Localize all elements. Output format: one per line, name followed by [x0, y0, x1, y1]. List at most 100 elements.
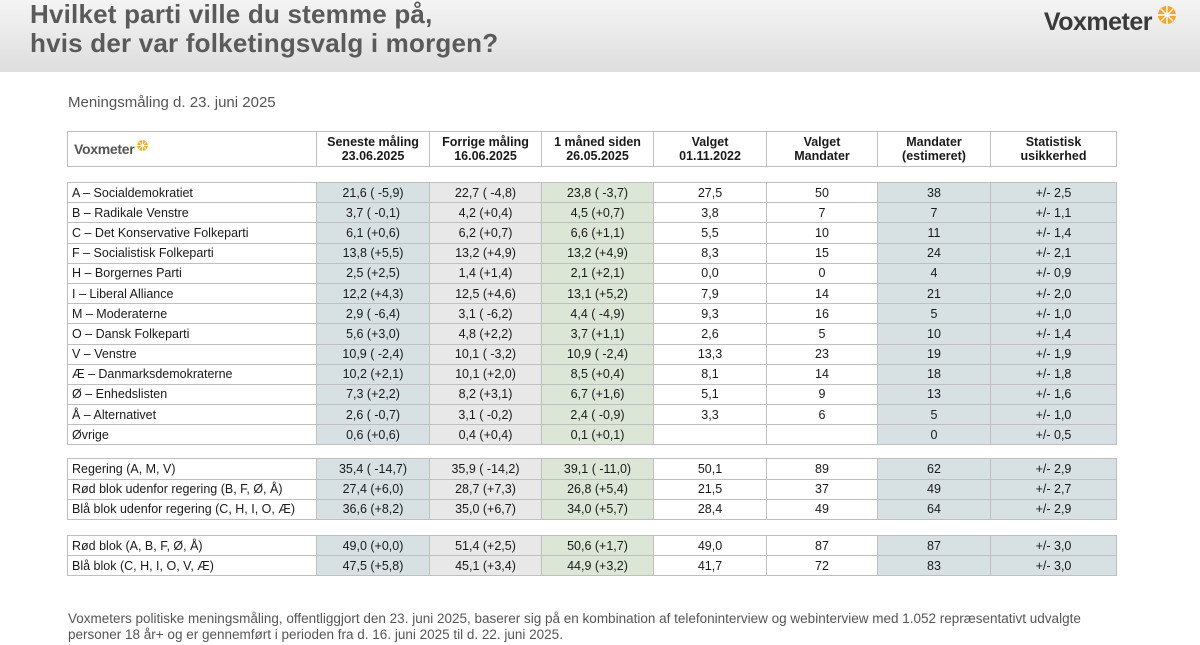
table-cell: 21 — [877, 282, 991, 305]
table-cell: 24 — [877, 242, 991, 264]
table-cell: 6,2 (+0,7) — [429, 222, 542, 244]
party-row: Å – Alternativet 2,6 ( -0,7) 3,1 ( -0,2) 2,… — [67, 404, 1117, 426]
poll-date-subtitle: Meningsmåling d. 23. juni 2025 — [68, 94, 276, 111]
table-cell: 8,2 (+3,1) — [429, 383, 542, 406]
row-label: Regering (A, M, V) — [67, 458, 317, 480]
table-cell: +/- 0,5 — [990, 424, 1117, 446]
header-banner: Hvilket parti ville du stemme på, hvis d… — [0, 0, 1200, 72]
table-cell: 50 — [766, 181, 878, 204]
table-cell: 7,9 — [653, 282, 767, 305]
table-cell: +/- 1,0 — [990, 303, 1117, 325]
table-cell: 89 — [766, 458, 878, 480]
table-cell: +/- 2,9 — [990, 498, 1117, 521]
party-row: F – Socialistisk Folkeparti 13,8 (+5,5) 13… — [67, 242, 1117, 264]
table-cell: +/- 2,9 — [990, 458, 1117, 480]
table-cell: 5 — [877, 404, 991, 426]
table-cell: 49,0 — [653, 534, 767, 557]
table-cell: 12,5 (+4,6) — [429, 282, 542, 305]
table-brand-name: Voxmeter — [74, 140, 135, 157]
table-header-row: Voxmeter Seneste måling 23.06.2025 Forrig… — [67, 131, 1117, 167]
table-spacer — [67, 444, 1117, 459]
table-cell: 4 — [877, 262, 991, 284]
table-cell: +/- 2,0 — [990, 282, 1117, 305]
table-cell: 26,8 (+5,4) — [541, 478, 654, 500]
table-cell: 28,7 (+7,3) — [429, 478, 542, 500]
table-cell: 13,8 (+5,5) — [316, 242, 430, 264]
row-label: Blå blok (C, H, I, O, V, Æ) — [67, 555, 317, 577]
table-cell: 49 — [766, 498, 878, 521]
table-cell: 50,6 (+1,7) — [541, 534, 654, 557]
party-row: C – Det Konservative Folkeparti 6,1 (+0,6… — [67, 222, 1117, 244]
bloc-row: Rød blok udenfor regering (B, F, Ø, Å) 27… — [67, 478, 1117, 500]
party-row: H – Borgernes Parti 2,5 (+2,5) 1,4 (+1,4) 2… — [67, 262, 1117, 284]
party-row: Øvrige 0,6 (+0,6) 0,4 (+0,4) 0,1 (+0,1) 0 +/-… — [67, 424, 1117, 446]
table-cell: 4,8 (+2,2) — [429, 323, 542, 345]
table-cell: 10,9 ( -2,4) — [316, 343, 430, 365]
table-cell: 3,1 ( -6,2) — [429, 303, 542, 325]
table-cell: 45,1 (+3,4) — [429, 555, 542, 577]
table-cell: 19 — [877, 343, 991, 365]
table-cell: 3,7 ( -0,1) — [316, 202, 430, 224]
table-logo-cell: Voxmeter — [67, 131, 317, 167]
table-cell: 0,1 (+0,1) — [541, 424, 654, 446]
party-row: O – Dansk Folkeparti 5,6 (+3,0) 4,8 (+2,2)… — [67, 323, 1117, 345]
row-label: Blå blok udenfor regering (C, H, I, O, Æ… — [67, 498, 317, 521]
table-cell: +/- 2,7 — [990, 478, 1117, 500]
col-header-mandates-estimated: Mandater (estimeret) — [877, 131, 991, 167]
table-cell: +/- 3,0 — [990, 555, 1117, 577]
total-row: Rød blok (A, B, F, Ø, Å) 49,0 (+0,0) 51,4 … — [67, 534, 1117, 557]
sun-icon — [1158, 6, 1176, 24]
table-cell: 44,9 (+3,2) — [541, 555, 654, 577]
table-spacer — [67, 166, 1117, 183]
table-cell: 3,7 (+1,1) — [541, 323, 654, 345]
table-cell: 4,4 ( -4,9) — [541, 303, 654, 325]
table-cell: 2,6 ( -0,7) — [316, 404, 430, 426]
table-spacer — [67, 519, 1117, 536]
table-cell: +/- 3,0 — [990, 534, 1117, 557]
bloc-row: Regering (A, M, V) 35,4 ( -14,7) 35,9 ( -1… — [67, 458, 1117, 480]
table-cell: 22,7 ( -4,8) — [429, 181, 542, 204]
table-cell: 2,6 — [653, 323, 767, 345]
row-label: C – Det Konservative Folkeparti — [67, 222, 317, 244]
table-cell: 27,5 — [653, 181, 767, 204]
table-cell: 47,5 (+5,8) — [316, 555, 430, 577]
table-cell: 18 — [877, 363, 991, 385]
row-label: Ø – Enhedslisten — [67, 383, 317, 406]
row-label: I – Liberal Alliance — [67, 282, 317, 305]
table-cell: 13 — [877, 383, 991, 406]
row-label: O – Dansk Folkeparti — [67, 323, 317, 345]
table-cell: 35,0 (+6,7) — [429, 498, 542, 521]
table-cell: 9 — [766, 383, 878, 406]
table-cell: +/- 1,4 — [990, 222, 1117, 244]
table-cell: 87 — [877, 534, 991, 557]
table-cell: 0,0 — [653, 262, 767, 284]
table-cell: 10 — [766, 222, 878, 244]
table-brand-logo: Voxmeter — [74, 140, 149, 157]
table-cell: 14 — [766, 363, 878, 385]
table-cell: 39,1 ( -11,0) — [541, 458, 654, 480]
brand-logo: Voxmeter — [1044, 2, 1178, 42]
row-label: Å – Alternativet — [67, 404, 317, 426]
row-label: Rød blok udenfor regering (B, F, Ø, Å) — [67, 478, 317, 500]
table-cell: +/- 2,5 — [990, 181, 1117, 204]
col-header-uncertainty: Statistisk usikkerhed — [990, 131, 1117, 167]
footnote-line-1: Voxmeters politiske meningsmåling, offen… — [68, 611, 1081, 626]
table-cell: 7,3 (+2,2) — [316, 383, 430, 406]
table-cell: 13,2 (+4,9) — [541, 242, 654, 264]
table-cell: 14 — [766, 282, 878, 305]
table-cell: +/- 1,8 — [990, 363, 1117, 385]
table-cell: +/- 1,6 — [990, 383, 1117, 406]
title-line-1: Hvilket parti ville du stemme på, — [30, 0, 433, 29]
table-cell — [653, 424, 767, 446]
table-cell: 83 — [877, 555, 991, 577]
table-cell: 23,8 ( -3,7) — [541, 181, 654, 204]
bloc-row: Blå blok udenfor regering (C, H, I, O, Æ… — [67, 498, 1117, 521]
col-header-previous: Forrige måling 16.06.2025 — [429, 131, 542, 167]
col-header-month: 1 måned siden 26.05.2025 — [541, 131, 654, 167]
table-cell: 72 — [766, 555, 878, 577]
table-cell: 36,6 (+8,2) — [316, 498, 430, 521]
table-cell: 6,1 (+0,6) — [316, 222, 430, 244]
table-cell: +/- 0,9 — [990, 262, 1117, 284]
table-cell: 7 — [766, 202, 878, 224]
row-label: Æ – Danmarksdemokraterne — [67, 363, 317, 385]
